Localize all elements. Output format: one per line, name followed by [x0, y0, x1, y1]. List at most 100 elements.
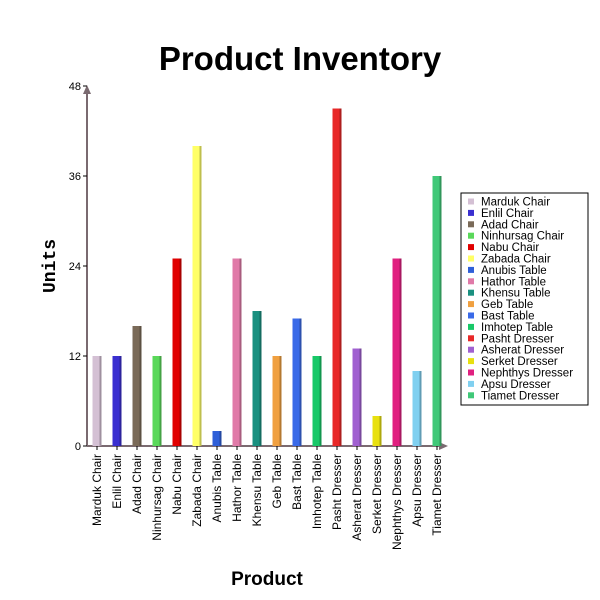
- bar-shade: [119, 356, 122, 446]
- y-tick-label: 12: [69, 351, 81, 363]
- x-tick-label: Ninhursag Chair: [150, 454, 164, 541]
- legend-label: Apsu Dresser: [481, 379, 551, 391]
- x-tick-label: Adad Chair: [130, 454, 144, 514]
- bar-body: [272, 356, 282, 446]
- bar-shade: [339, 108, 342, 446]
- legend-label: Nephthys Dresser: [481, 368, 573, 380]
- legend-swatch: [468, 244, 474, 251]
- legend-swatch: [468, 358, 474, 365]
- legend-swatch: [468, 232, 474, 239]
- bar: [212, 431, 222, 446]
- x-tick-label: Nabu Chair: [170, 454, 184, 515]
- bar: [352, 348, 362, 446]
- x-tick-label: Tiamet Dresser: [430, 454, 444, 536]
- bar-body: [152, 356, 162, 446]
- x-tick-label: Enlil Chair: [110, 454, 124, 509]
- x-axis-label: Product: [231, 569, 303, 590]
- bar-body: [192, 146, 202, 446]
- bar-shade: [399, 258, 402, 446]
- bar: [412, 371, 422, 446]
- y-tick-label: 48: [69, 81, 81, 93]
- x-tick-label: Hathor Table: [230, 454, 244, 522]
- x-tick-label: Asherat Dresser: [350, 454, 364, 541]
- bar-body: [172, 258, 182, 446]
- legend-swatch: [468, 266, 474, 273]
- legend-swatch: [468, 278, 474, 285]
- bar: [332, 108, 342, 446]
- legend-swatch: [468, 198, 474, 205]
- legend-label: Ninhursag Chair: [481, 231, 564, 243]
- y-tick-label: 24: [69, 261, 81, 273]
- legend-label: Khensu Table: [481, 288, 550, 300]
- legend-swatch: [468, 301, 474, 308]
- legend-swatch: [468, 323, 474, 330]
- x-tick-label: Serket Dresser: [370, 454, 384, 534]
- legend-label: Tiamet Dresser: [481, 390, 559, 402]
- bar: [392, 258, 402, 446]
- bar-body: [412, 371, 422, 446]
- bar-body: [92, 356, 102, 446]
- bar: [112, 356, 122, 446]
- bar: [292, 318, 302, 446]
- bar-shade: [219, 431, 222, 446]
- legend-label: Anubis Table: [481, 265, 547, 277]
- bar-shade: [279, 356, 282, 446]
- legend-swatch: [468, 209, 474, 216]
- bar-body: [212, 431, 222, 446]
- bar: [252, 311, 262, 446]
- bar-body: [432, 176, 442, 446]
- bar: [372, 416, 382, 446]
- y-axis-arrow: [83, 85, 91, 94]
- y-tick-label: 0: [75, 441, 81, 453]
- bar-body: [132, 326, 142, 446]
- y-axis-label: Units: [41, 239, 61, 293]
- legend-swatch: [468, 346, 474, 353]
- x-tick-label: Nephthys Dresser: [390, 454, 404, 550]
- bar-shade: [439, 176, 442, 446]
- bar: [432, 176, 442, 446]
- legend-swatch: [468, 369, 474, 376]
- bar-shade: [179, 258, 182, 446]
- legend-label: Enlil Chair: [481, 208, 534, 220]
- legend-label: Nabu Chair: [481, 242, 539, 254]
- bar-body: [292, 318, 302, 446]
- x-tick-label: Anubis Table: [210, 454, 224, 523]
- bar-body: [232, 258, 242, 446]
- x-tick-label: Pasht Dresser: [330, 454, 344, 530]
- bar-shade: [199, 146, 202, 446]
- bar-shade: [139, 326, 142, 446]
- bar-shade: [419, 371, 422, 446]
- bar: [272, 356, 282, 446]
- x-tick-label: Geb Table: [270, 454, 284, 509]
- bar-body: [332, 108, 342, 446]
- legend-swatch: [468, 335, 474, 342]
- bar: [92, 356, 102, 446]
- legend-swatch: [468, 289, 474, 296]
- legend-swatch: [468, 255, 474, 262]
- bar-shade: [159, 356, 162, 446]
- x-tick-label: Bast Table: [290, 454, 304, 510]
- bar-shade: [99, 356, 102, 446]
- bar-body: [252, 311, 262, 446]
- legend-box: [460, 192, 589, 406]
- bar-shade: [379, 416, 382, 446]
- legend-swatch: [468, 221, 474, 228]
- bar-shade: [359, 348, 362, 446]
- bar-body: [352, 348, 362, 446]
- legend-label: Pasht Dresser: [481, 333, 554, 345]
- chart-title: Product Inventory: [159, 40, 442, 77]
- y-tick-label: 36: [69, 171, 81, 183]
- bar: [172, 258, 182, 446]
- bar-shade: [319, 356, 322, 446]
- x-tick-label: Marduk Chair: [90, 454, 104, 526]
- legend-label: Imhotep Table: [481, 322, 553, 334]
- legend-label: Hathor Table: [481, 276, 546, 288]
- legend-label: Bast Table: [481, 311, 535, 323]
- legend-label: Serket Dresser: [481, 356, 558, 368]
- bar: [132, 326, 142, 446]
- legend-swatch: [468, 392, 474, 399]
- legend-label: Adad Chair: [481, 219, 539, 231]
- x-tick-label: Zabada Chair: [190, 454, 204, 527]
- bar: [312, 356, 322, 446]
